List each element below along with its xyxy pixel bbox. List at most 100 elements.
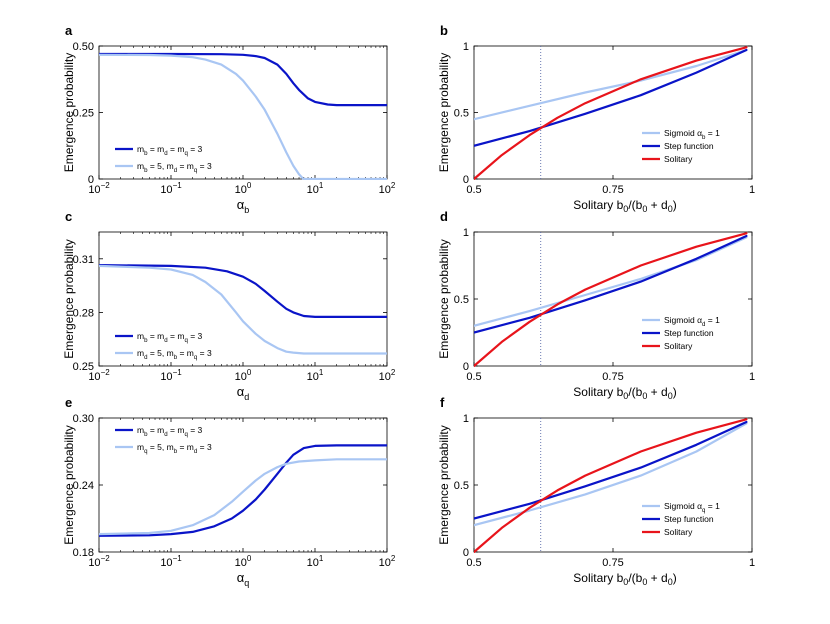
x-tick-label: 1 [749,557,755,569]
legend-item: Solitary [642,154,693,164]
series-line [474,232,748,367]
x-tick-label: 1 [749,184,755,196]
legend-item: Step function [642,514,714,524]
panel-label: e [65,395,72,410]
x-axis-label: Solitary b0/(b0 + d0) [573,571,676,587]
series-line [474,48,748,121]
y-tick-label: 0 [463,174,469,186]
legend-item: mb​ = md​ = mq​ = 3 [115,331,203,344]
series-line [474,234,748,334]
panel-label: c [65,209,72,224]
panel-label: d [440,209,448,224]
y-tick-label: 0.28 [73,307,94,319]
legend-item: Solitary [642,527,693,537]
x-tick-label: 101 [307,181,324,196]
y-tick-label: 0.50 [73,41,94,53]
series-line [99,458,387,536]
y-tick-label: 0 [463,361,469,373]
x-axis-label: αb [237,197,250,215]
x-axis-label: αq [237,570,250,588]
legend-label: mb​ = md​ = mq​ = 3 [137,425,203,438]
x-axis-label: Solitary b0/(b0 + d0) [573,385,676,401]
legend-label: mq​ = 5, mb​ = md​ = 3 [137,442,212,455]
axes-frame [98,417,388,553]
y-tick-label: 0.5 [454,294,469,306]
y-tick-label: 0.5 [454,480,469,492]
panel-e: e 10−2 10−1 100 101 102 0.18 0.24 0.30Emergence … [62,395,396,588]
legend-item: mb​ = md​ = mq​ = 3 [115,425,203,438]
series-line [474,420,748,520]
series-line [99,264,387,318]
x-tick-label: 10−1 [160,368,182,383]
y-tick-label: 0.31 [73,254,94,266]
legend-label: mb​ = 5, md​ = mq​ = 3 [137,161,212,174]
legend-label: Step function [664,328,714,338]
x-tick-label: 10−1 [160,181,182,196]
x-tick-label: 0.75 [602,557,623,569]
y-tick-label: 1 [463,413,469,425]
y-axis-label: Emergence probability [62,425,76,544]
series-line [474,236,748,327]
legend-label: md​ = 5, mb​ = mq​ = 3 [137,348,212,361]
series-line [99,53,387,180]
legend-label: mb​ = md​ = mq​ = 3 [137,331,203,344]
x-tick-label: 102 [379,554,396,569]
legend-label: mb​ = md​ = mq​ = 3 [137,144,203,157]
y-tick-label: 1 [463,41,469,53]
y-axis-label: Emergence probability [437,239,451,358]
legend-label: Sigmoid αb​ = 1 [664,128,720,141]
series-line [99,444,387,537]
series-line [474,46,748,180]
legend-item: md​ = 5, mb​ = mq​ = 3 [115,348,212,361]
x-tick-label: 0.5 [466,557,481,569]
x-tick-label: 0.75 [602,371,623,383]
panel-label: b [440,23,448,38]
x-tick-label: 10−1 [160,554,182,569]
legend-item: Step function [642,328,714,338]
x-tick-label: 0.5 [466,184,481,196]
legend-item: Solitary [642,341,693,351]
x-tick-label: 100 [235,554,252,569]
legend-item: mb​ = 5, md​ = mq​ = 3 [115,161,212,174]
x-axis-label: αd [237,384,250,402]
y-tick-label: 0.30 [73,413,94,425]
x-tick-label: 0.5 [466,371,481,383]
y-axis-label: Emergence probability [437,425,451,544]
x-tick-label: 102 [379,181,396,196]
x-tick-label: 100 [235,181,252,196]
legend-item: Step function [642,141,714,151]
y-axis-label: Emergence probability [62,53,76,172]
x-tick-label: 102 [379,368,396,383]
legend-label: Sigmoid αd​ = 1 [664,315,720,328]
x-tick-label: 101 [307,554,324,569]
series-line [474,48,748,147]
x-tick-label: 0.75 [602,184,623,196]
axes-frame [98,231,388,367]
y-tick-label: 1 [463,227,469,239]
legend-label: Step function [664,141,714,151]
y-tick-label: 0 [88,174,94,186]
panel-label: f [440,395,445,410]
legend-item: mq​ = 5, mb​ = md​ = 3 [115,442,212,455]
x-tick-label: 101 [307,368,324,383]
series-line [474,418,748,553]
x-axis-label: Solitary b0/(b0 + d0) [573,198,676,214]
y-tick-label: 0.18 [73,547,94,559]
legend-label: Sigmoid αq​ = 1 [664,501,720,514]
legend-label: Solitary [664,527,693,537]
x-tick-label: 10−2 [88,181,110,196]
legend-item: Sigmoid αq​ = 1 [642,501,720,514]
y-tick-label: 0.25 [73,361,94,373]
y-tick-label: 0.24 [73,480,94,492]
x-tick-label: 10−2 [88,368,110,383]
y-axis-label: Emergence probability [437,53,451,172]
legend-label: Solitary [664,341,693,351]
panel-c: c 10−2 10−1 100 101 102 0.25 0.28 0.31Emergence … [62,209,396,402]
y-tick-label: 0 [463,547,469,559]
y-axis-label: Emergence probability [62,239,76,358]
legend-item: Sigmoid αd​ = 1 [642,315,720,328]
panel-label: a [65,23,73,38]
